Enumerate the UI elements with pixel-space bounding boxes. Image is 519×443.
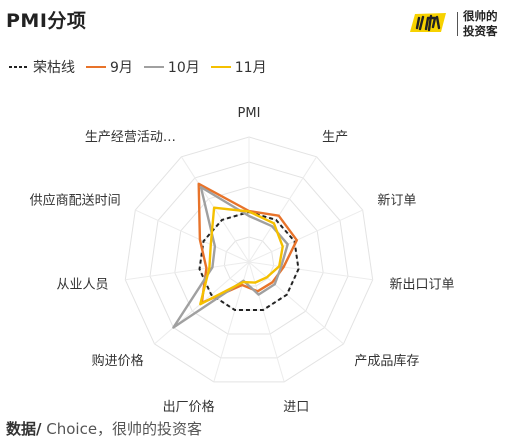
legend-swatch-3 <box>210 66 231 68</box>
source-note: 数据/ Choice，很帅的投资客 <box>6 418 202 439</box>
axis-label-5: 进口 <box>283 400 309 415</box>
chart-title: PMI分项 <box>6 10 87 32</box>
logo-text-bottom: 投资客 <box>463 24 498 38</box>
axis-label-9: 供应商配送时间 <box>30 193 121 209</box>
logo-text-top: 很帅的 <box>463 9 498 23</box>
series-line-3 <box>199 206 284 306</box>
radar-grid <box>124 136 374 383</box>
axis-label-0: PMI <box>238 106 261 121</box>
legend-label-1: 9月 <box>110 60 133 76</box>
legend-label-3: 11月 <box>234 60 267 76</box>
axis-label-2: 新订单 <box>377 193 416 209</box>
axis-label-3: 新出口订单 <box>390 276 455 292</box>
logo-divider <box>457 12 458 36</box>
legend-swatch-1 <box>86 66 106 68</box>
grid-spoke-5 <box>248 261 285 383</box>
grid-ring-3 <box>174 186 324 335</box>
series-line-0 <box>198 211 300 311</box>
axis-label-7: 购进价格 <box>92 353 144 369</box>
axis-label-4: 产成品库存 <box>354 353 419 369</box>
grid-spoke-10 <box>180 156 250 263</box>
grid-spoke-8 <box>125 261 250 281</box>
grid-spoke-4 <box>248 261 344 345</box>
grid-spoke-9 <box>135 209 250 263</box>
source-label: 数据/ <box>6 420 42 438</box>
chart-legend: 荣枯线 9月 10月 11月 <box>8 57 277 77</box>
axis-label-1: 生产 <box>322 130 348 145</box>
grid-ring-5 <box>124 136 374 383</box>
grid-spoke-2 <box>248 209 363 263</box>
legend-item-0: 荣枯线 <box>8 57 75 77</box>
legend-item-2: 10月 <box>143 57 200 77</box>
legend-item-1: 9月 <box>85 57 133 77</box>
radar-series <box>172 182 300 329</box>
brand-logo: 很帅的 投资客 <box>406 8 514 42</box>
legend-label-0: 荣枯线 <box>33 60 75 76</box>
axis-label-6: 出厂价格 <box>163 399 215 415</box>
legend-label-2: 10月 <box>167 60 200 76</box>
brand-badge-icon <box>410 13 446 32</box>
axis-label-10: 生产经营活动… <box>85 130 176 145</box>
grid-ring-4 <box>149 161 349 359</box>
legend-swatch-2 <box>143 66 164 68</box>
source-text: Choice，很帅的投资客 <box>41 420 203 438</box>
grid-spoke-3 <box>248 261 373 281</box>
axis-label-8: 从业人员 <box>56 277 108 292</box>
grid-spoke-1 <box>248 156 318 263</box>
legend-item-3: 11月 <box>210 57 267 77</box>
legend-swatch-0 <box>9 66 29 68</box>
logo-text: 很帅的 投资客 <box>463 9 498 39</box>
